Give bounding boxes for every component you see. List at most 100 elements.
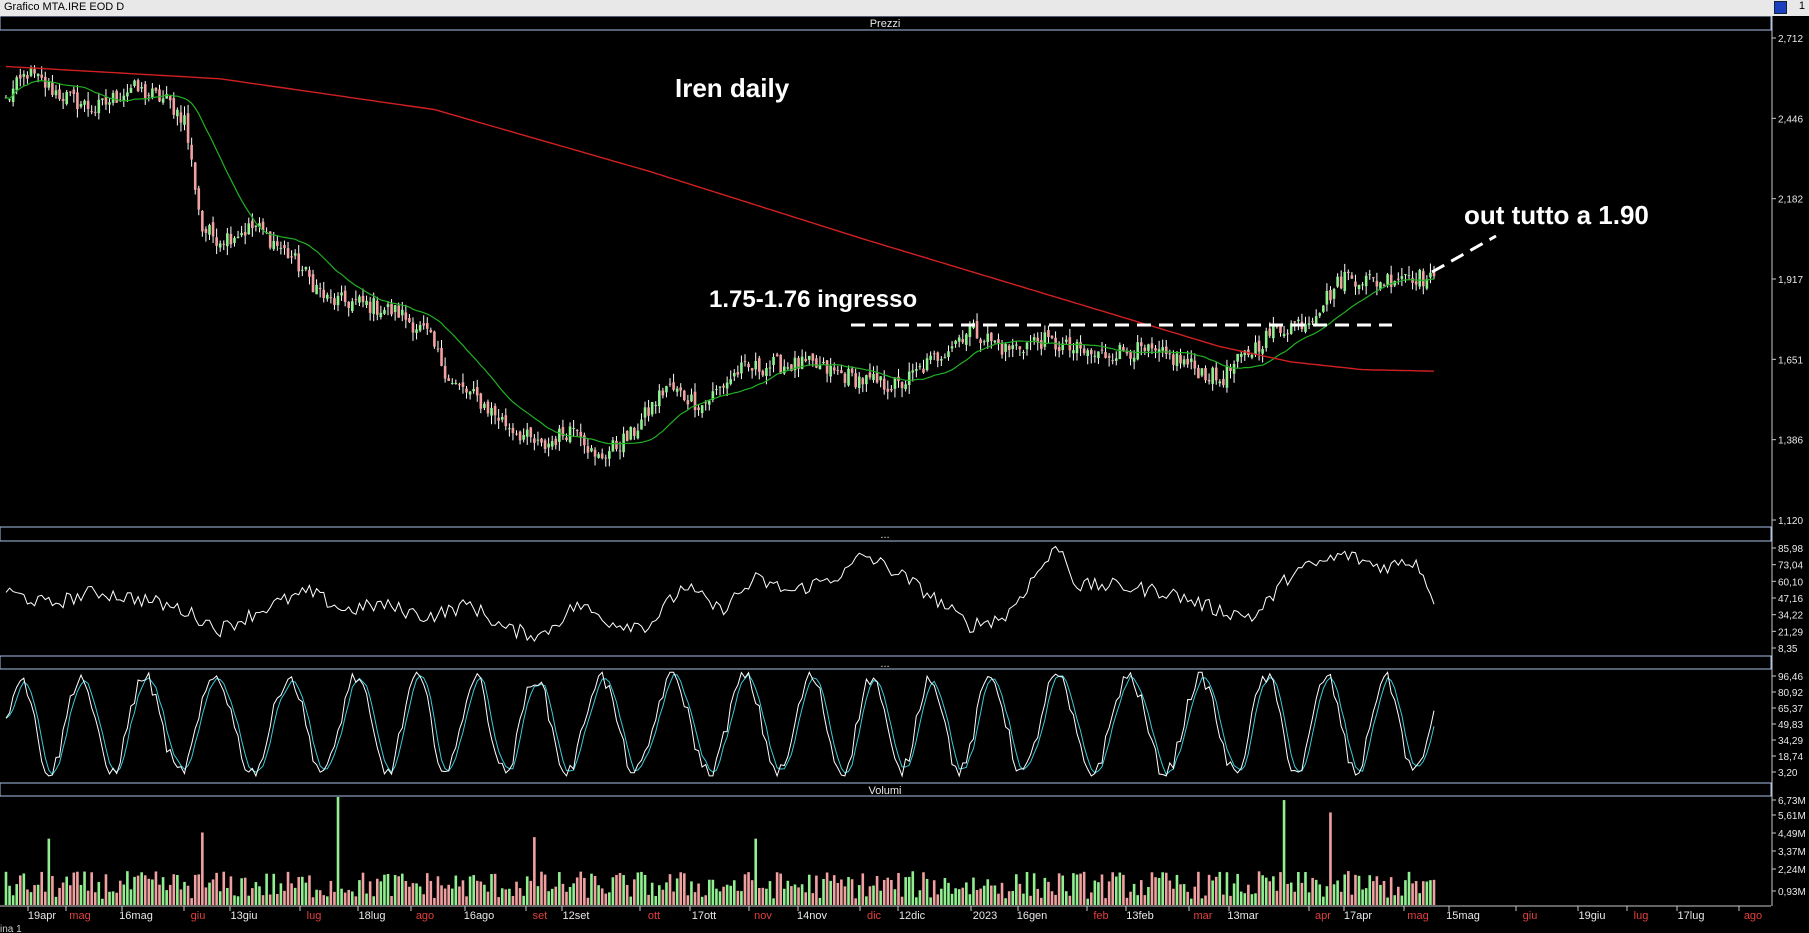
volume-bar	[1307, 892, 1311, 905]
candle-body	[950, 346, 954, 349]
stochastic-axis-tick-label: 96,46	[1778, 672, 1803, 683]
volume-bar	[575, 877, 579, 905]
candle-body	[1147, 344, 1150, 351]
volume-bar	[1072, 873, 1075, 905]
candle-body	[829, 365, 832, 377]
candle-body	[147, 95, 151, 97]
volume-bar	[611, 877, 615, 905]
candle-body	[1200, 368, 1204, 376]
candle-body	[1100, 349, 1104, 351]
candle-body	[565, 437, 568, 440]
volume-bar	[190, 898, 193, 905]
volume-bar	[797, 887, 800, 905]
volume-bar	[604, 893, 608, 905]
candle-body	[1282, 333, 1286, 337]
candle-body	[283, 245, 286, 249]
candle-body	[326, 294, 329, 299]
candle-body	[1139, 342, 1143, 347]
volume-bar	[1011, 891, 1015, 905]
volume-bar	[854, 898, 857, 905]
volume-bar	[26, 889, 29, 905]
volume-bar	[486, 891, 490, 905]
volume-bar	[1214, 876, 1218, 905]
volume-bar	[1125, 897, 1129, 905]
candle-body	[493, 406, 497, 416]
volume-bar	[561, 883, 565, 905]
candle-body	[1364, 275, 1368, 287]
volume-bar	[336, 797, 340, 905]
volume-bar	[208, 882, 211, 905]
candle-body	[101, 98, 104, 100]
candle-body	[293, 253, 297, 256]
candle-body	[36, 73, 40, 77]
volume-bar	[1343, 874, 1347, 905]
volume-bar	[308, 875, 311, 905]
volume-bar	[1425, 881, 1429, 905]
volume-bar	[1272, 876, 1275, 905]
candle-body	[1418, 269, 1422, 287]
window-corner-label[interactable]: 1	[1798, 0, 1805, 12]
volume-bar	[940, 888, 943, 905]
volume-bar	[261, 895, 265, 905]
candle-body	[1025, 342, 1029, 350]
candle-body	[943, 357, 947, 359]
stochastic-axis-tick-label: 18,74	[1778, 752, 1803, 763]
volume-bar	[1061, 875, 1065, 905]
candle-body	[443, 365, 447, 379]
volume-bar	[240, 878, 243, 905]
x-axis-tick-label: 13giu	[231, 910, 258, 922]
volume-bar	[1364, 888, 1368, 905]
candle-body	[583, 435, 586, 446]
volume-bar	[354, 896, 358, 905]
volume-bar	[443, 888, 447, 905]
candle-body	[1040, 340, 1043, 349]
volume-bar	[1157, 878, 1161, 905]
volume-bar	[779, 873, 782, 905]
candle-body	[315, 284, 318, 295]
volume-bar	[1000, 882, 1004, 905]
volume-bar	[872, 885, 875, 905]
volume-axis-tick-label: 4,49M	[1778, 829, 1806, 840]
candle-body	[272, 240, 276, 250]
candle-body	[240, 232, 243, 236]
candle-body	[633, 427, 636, 436]
candle-body	[458, 384, 461, 386]
volume-bar	[1118, 872, 1122, 905]
candle-body	[450, 382, 454, 384]
volume-bar	[1222, 894, 1225, 905]
candle-body	[707, 400, 711, 405]
volume-axis-tick-label: 3,37M	[1778, 847, 1806, 858]
candle-body	[643, 407, 647, 418]
candle-body	[1007, 345, 1011, 350]
candle-body	[533, 438, 536, 443]
oscillator-axis-tick-label: 21,29	[1778, 627, 1803, 638]
volume-bar	[1368, 875, 1372, 905]
sheet-tab[interactable]: ina 1	[0, 924, 22, 933]
volume-bar	[636, 872, 640, 905]
volume-bar	[375, 878, 379, 905]
volume-bar	[1025, 872, 1029, 905]
candle-body	[1197, 367, 1200, 379]
candle-body	[1164, 346, 1168, 355]
volume-bar	[101, 898, 104, 905]
volume-bar	[1225, 872, 1229, 905]
volume-bar	[251, 888, 254, 905]
volume-bar	[1429, 880, 1432, 905]
candle-body	[736, 372, 740, 375]
volume-bar	[929, 897, 932, 905]
x-axis-tick-label: nov	[754, 910, 772, 922]
volume-bar	[804, 892, 807, 905]
candle-body	[922, 368, 925, 373]
volume-bar	[1175, 874, 1179, 905]
volume-bar	[1229, 895, 1232, 905]
candle-body	[261, 221, 265, 231]
candle-body	[72, 89, 76, 94]
candle-body	[1325, 290, 1329, 305]
volume-bar	[126, 871, 129, 905]
candle-body	[604, 457, 608, 459]
volume-bar	[258, 886, 261, 905]
volume-bar	[1336, 880, 1339, 905]
window-restore-button[interactable]	[1774, 1, 1787, 14]
volume-bar	[176, 874, 179, 905]
volume-bar	[825, 872, 829, 905]
